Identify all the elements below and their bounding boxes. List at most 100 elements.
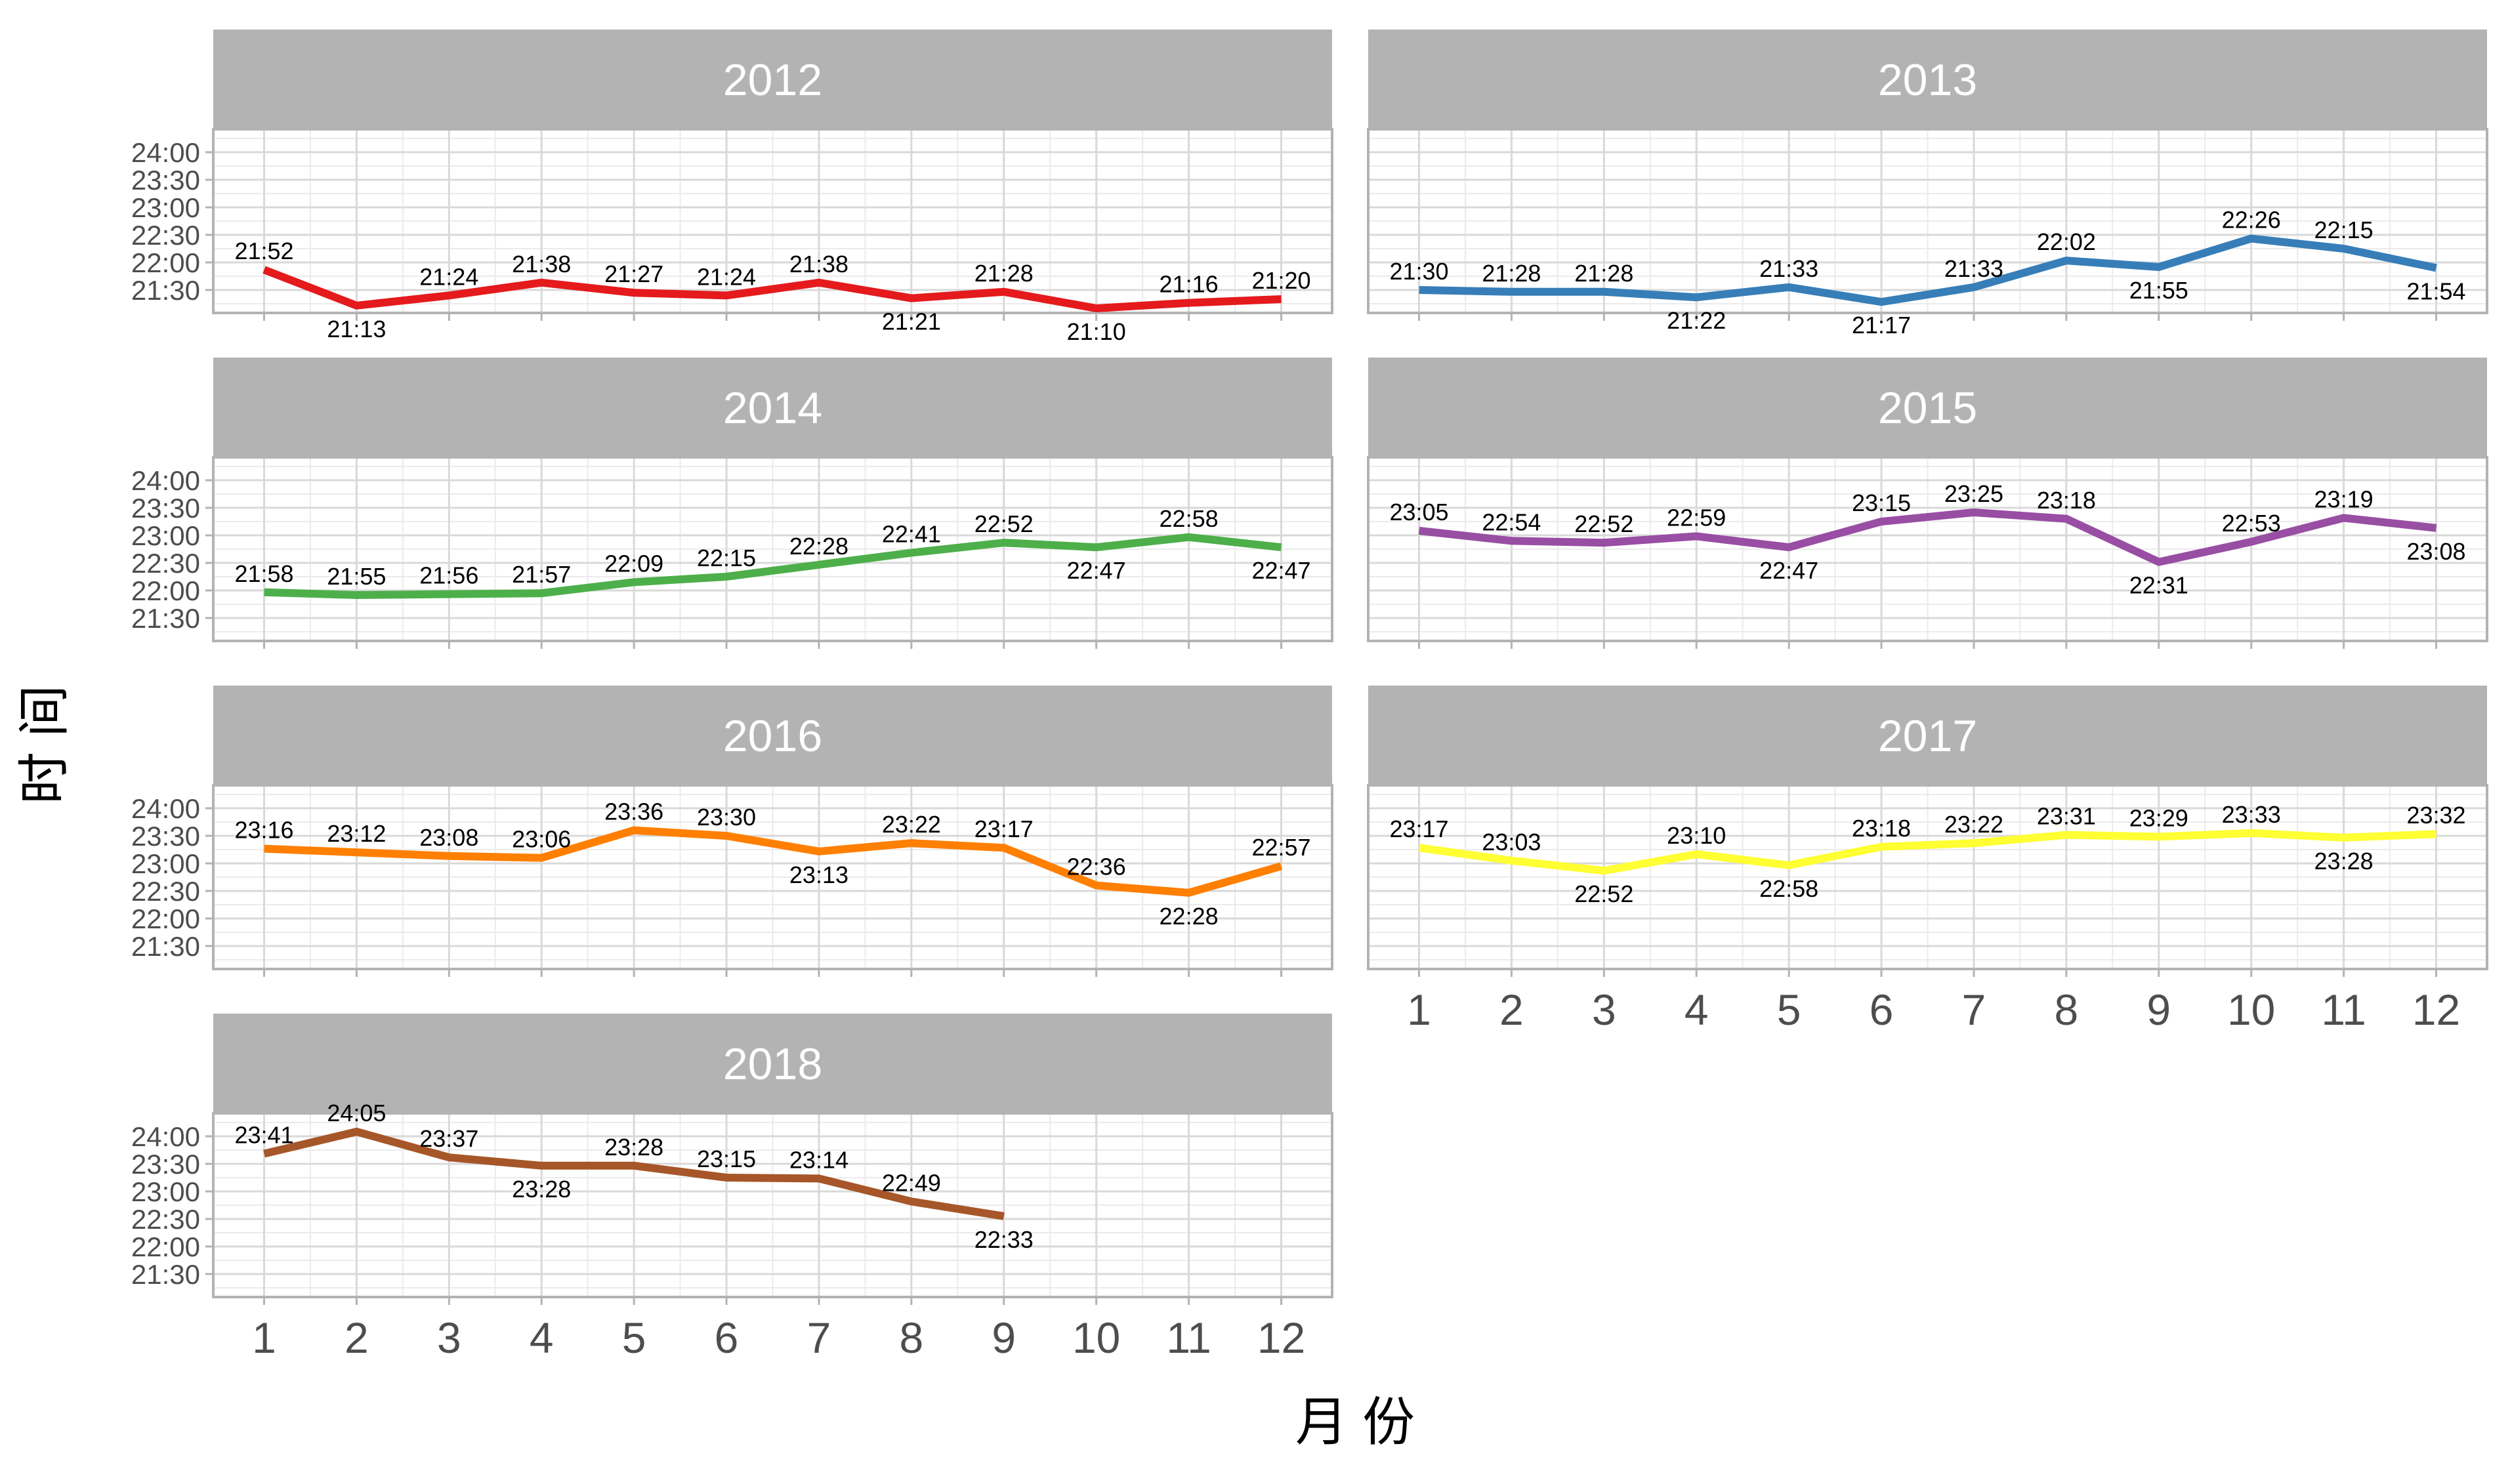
data-label: 21:24 xyxy=(697,263,756,290)
data-label: 21:38 xyxy=(512,251,571,278)
data-label: 22:52 xyxy=(1574,880,1633,907)
data-label: 22:15 xyxy=(2314,216,2374,243)
data-label: 23:15 xyxy=(697,1145,756,1172)
x-tick-label: 6 xyxy=(715,1313,739,1362)
panel-border xyxy=(1367,784,2488,970)
data-label: 21:56 xyxy=(419,562,478,589)
x-tick-label: 4 xyxy=(530,1313,554,1362)
facet-strip xyxy=(213,686,1332,785)
data-label: 23:31 xyxy=(2037,803,2096,830)
data-label: 21:57 xyxy=(512,561,571,588)
data-label: 23:28 xyxy=(604,1134,663,1161)
facet-strip xyxy=(1368,686,2487,785)
data-label: 21:33 xyxy=(1759,255,1818,282)
data-label: 23:15 xyxy=(1852,489,1911,516)
data-label: 23:18 xyxy=(1852,815,1911,842)
data-label: 23:25 xyxy=(1944,480,2003,507)
x-tick-label: 1 xyxy=(252,1313,276,1362)
y-tick-label: 21:30 xyxy=(131,603,200,634)
facet-strip-label: 2016 xyxy=(723,711,822,761)
series-line-2016 xyxy=(264,826,1283,897)
y-tick-label: 24:00 xyxy=(131,137,200,168)
y-tick-label: 22:30 xyxy=(131,548,200,579)
y-tick-label: 22:00 xyxy=(131,575,200,606)
data-label: 22:57 xyxy=(1251,834,1310,861)
y-tick-label: 24:00 xyxy=(131,793,200,824)
y-tick-label: 22:00 xyxy=(131,247,200,278)
series-line-2018 xyxy=(263,1127,1005,1220)
data-label: 23:28 xyxy=(2314,848,2374,875)
x-tick-label: 7 xyxy=(1962,985,1986,1034)
x-tick-label: 7 xyxy=(807,1313,831,1362)
data-label: 21:28 xyxy=(1482,260,1541,287)
y-tick-label: 22:30 xyxy=(131,220,200,251)
panel-border xyxy=(1367,128,2488,314)
y-tick-label: 24:00 xyxy=(131,1121,200,1152)
panel-border xyxy=(212,1112,1333,1298)
data-label: 23:12 xyxy=(327,820,386,847)
facet-panel-2013: 2013 21:30 21:28 21:28 21:22 21:33 21:17 21:33 2… xyxy=(1367,30,2488,339)
data-label: 23:08 xyxy=(2406,538,2465,565)
facet-strip-label: 2015 xyxy=(1878,383,1977,433)
x-tick-label: 11 xyxy=(1166,1313,1211,1362)
data-label: 22:47 xyxy=(1067,557,1126,584)
data-label: 23:16 xyxy=(234,817,293,844)
data-label: 22:02 xyxy=(2037,228,2096,255)
x-tick-label: 9 xyxy=(2146,985,2171,1034)
data-label: 23:32 xyxy=(2406,802,2465,829)
facet-strip xyxy=(213,30,1332,129)
data-label: 22:28 xyxy=(1160,903,1219,930)
data-label: 23:18 xyxy=(2037,487,2096,514)
data-label: 21:58 xyxy=(234,560,293,587)
x-tick-label: 6 xyxy=(1870,985,1894,1034)
data-label: 21:16 xyxy=(1160,271,1219,298)
y-tick-label: 22:30 xyxy=(131,1204,200,1235)
y-tick-label: 21:30 xyxy=(131,275,200,306)
data-label: 21:10 xyxy=(1067,318,1126,345)
y-tick-label: 21:30 xyxy=(131,931,200,962)
data-label: 22:58 xyxy=(1759,875,1818,902)
y-tick-label: 22:00 xyxy=(131,1231,200,1262)
data-label: 22:53 xyxy=(2222,510,2281,537)
data-label: 23:41 xyxy=(234,1122,293,1149)
x-tick-label: 12 xyxy=(2412,985,2460,1034)
data-label: 22:15 xyxy=(697,545,756,571)
x-tick-label: 10 xyxy=(2227,985,2275,1034)
x-tick-label: 4 xyxy=(1684,985,1709,1034)
data-label: 22:58 xyxy=(1160,505,1219,532)
y-tick-label: 23:00 xyxy=(131,848,200,879)
series-line-2017 xyxy=(1418,829,2437,875)
series-line-2013 xyxy=(1419,234,2437,306)
data-label: 21:52 xyxy=(234,237,293,264)
y-tick-label: 24:00 xyxy=(131,465,200,496)
facet-strip-label: 2014 xyxy=(723,383,822,433)
data-label: 22:36 xyxy=(1067,854,1126,880)
data-label: 21:54 xyxy=(2406,278,2465,304)
data-label: 21:20 xyxy=(1251,267,1310,294)
data-label: 23:13 xyxy=(789,861,848,888)
data-label: 21:28 xyxy=(974,260,1034,287)
data-label: 21:13 xyxy=(327,316,386,342)
data-label: 21:24 xyxy=(419,263,478,290)
data-label: 21:33 xyxy=(1944,255,2003,282)
x-tick-label: 9 xyxy=(992,1313,1016,1362)
x-tick-label: 5 xyxy=(1777,985,1801,1034)
data-label: 23:14 xyxy=(789,1146,848,1173)
data-label: 23:37 xyxy=(419,1125,478,1152)
x-tick-label: 12 xyxy=(1257,1313,1305,1362)
series-line-2015 xyxy=(1418,508,2437,566)
facet-panel-2015: 2015 23:05 22:54 22:52 22:59 22:47 23:15 23:25 2… xyxy=(1367,358,2488,649)
data-label: 22:52 xyxy=(1574,510,1633,537)
y-tick-label: 23:00 xyxy=(131,520,200,551)
x-tick-label: 5 xyxy=(622,1313,646,1362)
facet-strip-label: 2018 xyxy=(723,1039,822,1089)
facet-strip-label: 2017 xyxy=(1878,711,1977,761)
data-label: 21:27 xyxy=(604,260,663,287)
data-label: 22:47 xyxy=(1251,557,1310,584)
data-label: 21:30 xyxy=(1389,258,1448,285)
data-label: 22:59 xyxy=(1667,504,1726,531)
data-label: 23:10 xyxy=(1667,822,1726,849)
y-tick-label: 23:30 xyxy=(131,493,200,524)
